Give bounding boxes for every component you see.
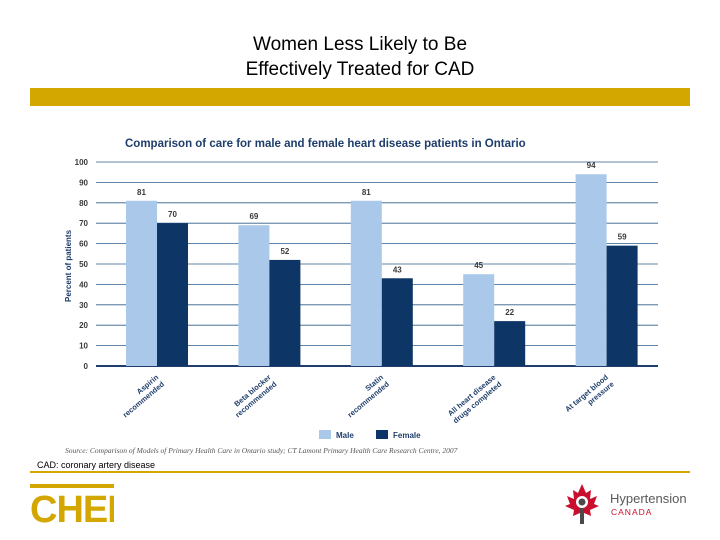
chart-legend: Male Female xyxy=(319,430,421,440)
chart-category-labels: Aspirinrecommended Beta blockerrecommende… xyxy=(115,372,616,425)
slide-title: Women Less Likely to Be Effectively Trea… xyxy=(0,32,720,82)
chart-source: Source: Comparison of Models of Primary … xyxy=(65,446,458,455)
value-label-female-4: 59 xyxy=(618,233,627,242)
y-tick-label: 10 xyxy=(79,342,88,351)
y-tick-label: 90 xyxy=(79,178,88,187)
y-tick-label: 70 xyxy=(79,219,88,228)
bar-female-1 xyxy=(269,259,301,366)
value-label-male-4: 94 xyxy=(587,161,596,170)
value-label-female-0: 70 xyxy=(168,210,177,219)
bottom-accent-bar xyxy=(30,471,690,473)
bar-male-2 xyxy=(350,200,382,366)
bar-male-1 xyxy=(238,225,270,366)
bar-male-3 xyxy=(463,274,495,366)
chep-logo: CHEP xyxy=(30,484,114,526)
category-label: All heart diseasedrugs completed xyxy=(445,372,503,425)
y-tick-label: 40 xyxy=(79,280,88,289)
bar-chart: Comparison of care for male and female h… xyxy=(64,138,658,455)
bar-female-2 xyxy=(381,278,413,366)
y-tick-label: 50 xyxy=(79,260,88,269)
value-label-male-1: 69 xyxy=(249,212,258,221)
bar-female-4 xyxy=(606,245,638,366)
value-label-male-0: 81 xyxy=(137,188,146,197)
slide-title-line-1: Women Less Likely to Be xyxy=(252,34,468,55)
chart-value-labels: 81 70 69 52 81 43 45 22 94 59 xyxy=(137,161,627,317)
category-label: Statinrecommended xyxy=(340,372,391,419)
legend-swatch-male xyxy=(319,430,331,439)
chep-logo-text: CHEP xyxy=(30,489,114,526)
value-label-female-1: 52 xyxy=(280,247,289,256)
footnote: CAD: coronary artery disease xyxy=(37,460,156,470)
hypertension-logo-country: CANADA xyxy=(611,507,653,517)
bar-female-0 xyxy=(157,223,188,366)
chart-title: Comparison of care for male and female h… xyxy=(125,138,526,150)
value-label-male-2: 81 xyxy=(362,188,371,197)
chart-bars xyxy=(126,174,638,366)
top-accent-bar xyxy=(30,88,690,106)
hypertension-canada-logo xyxy=(565,484,599,524)
value-label-male-3: 45 xyxy=(474,261,483,270)
hypertension-logo-name: Hypertension xyxy=(610,491,687,506)
category-label: Beta blockerrecommended xyxy=(228,372,279,419)
value-label-female-3: 22 xyxy=(505,308,514,317)
y-axis-label: Percent of patients xyxy=(64,229,73,302)
y-axis-ticks: 0 10 20 30 40 50 60 70 80 90 100 xyxy=(75,158,89,371)
logo-figure-body-icon xyxy=(580,508,584,524)
logo-figure-center-icon xyxy=(578,498,586,506)
slide-title-line-2: Effectively Treated for CAD xyxy=(245,59,475,80)
legend-swatch-female xyxy=(376,430,388,439)
y-tick-label: 30 xyxy=(79,301,88,310)
legend-label-male: Male xyxy=(336,431,354,440)
y-tick-label: 100 xyxy=(75,158,89,167)
y-tick-label: 60 xyxy=(79,240,88,249)
legend-label-female: Female xyxy=(393,431,421,440)
y-tick-label: 20 xyxy=(79,321,88,330)
category-label: At target bloodpressure xyxy=(563,372,616,420)
chep-logo-top-stripe xyxy=(30,484,114,488)
value-label-female-2: 43 xyxy=(393,265,402,274)
bar-female-3 xyxy=(494,321,526,366)
bar-male-4 xyxy=(575,174,607,366)
category-label: Aspirinrecommended xyxy=(115,372,166,419)
y-tick-label: 0 xyxy=(84,362,89,371)
bar-male-0 xyxy=(126,200,157,366)
y-tick-label: 80 xyxy=(79,199,88,208)
